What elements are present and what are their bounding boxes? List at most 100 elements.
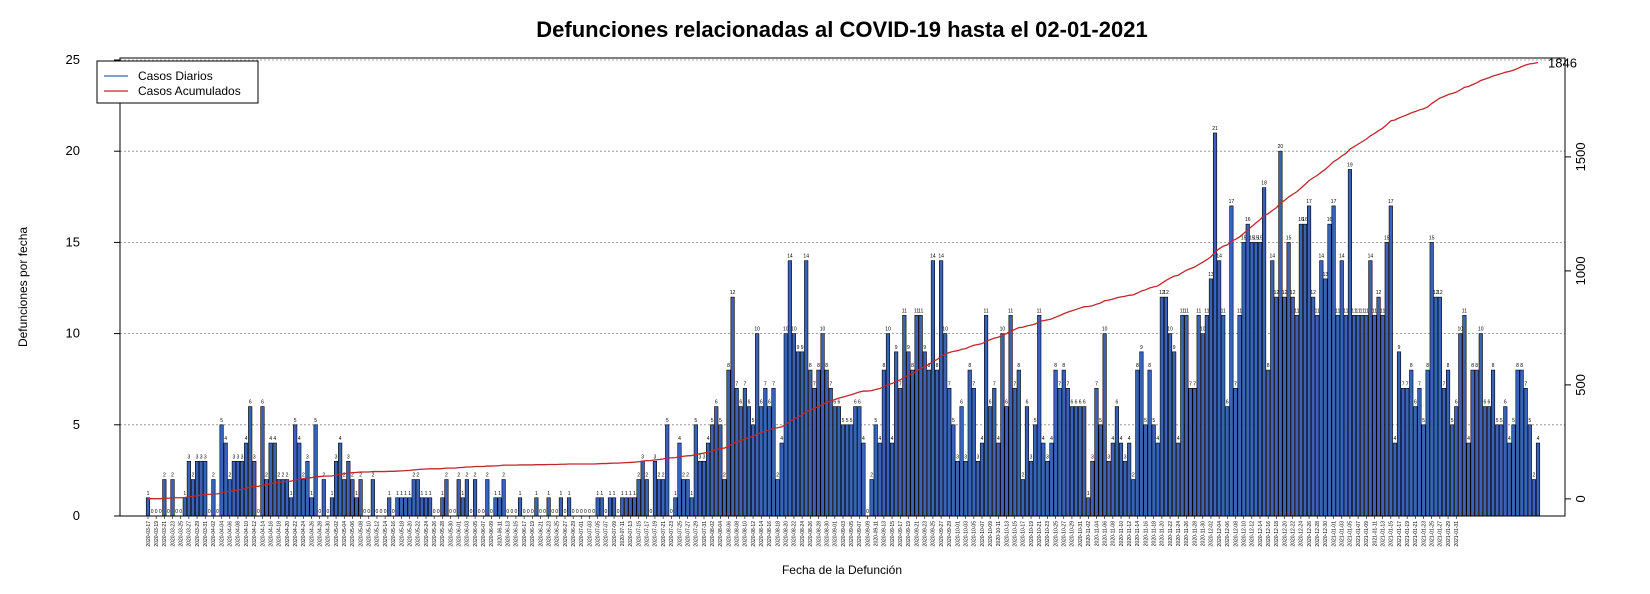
x-tick-label: 2020-06-03: [465, 521, 471, 547]
x-tick-label: 2020-04-16: [268, 521, 274, 547]
bar-value-label: 0: [604, 509, 607, 515]
x-tick-label: 2020-05-28: [440, 521, 446, 547]
bar: [1123, 460, 1128, 517]
bar-value-label: 5: [1034, 418, 1037, 424]
x-tick-label: 2020-11-02: [1086, 521, 1092, 546]
bar-value-label: 11: [1180, 308, 1185, 314]
bar: [1098, 424, 1103, 517]
x-tick-label: 2020-11-20: [1160, 521, 1166, 546]
bar: [832, 406, 837, 517]
bar-value-label: 1: [396, 491, 399, 497]
bar-value-label: 0: [453, 509, 456, 515]
bar-value-label: 0: [592, 509, 595, 515]
y-tick-label: 5: [73, 417, 80, 432]
bar-value-label: 1: [425, 491, 428, 497]
x-tick-label: 2020-03-17: [146, 521, 152, 547]
bar: [775, 479, 780, 517]
bar: [1020, 479, 1025, 517]
x-tick-label: 2020-05-16: [391, 521, 397, 547]
x-tick-label: 2020-12-28: [1315, 521, 1321, 547]
bar-value-label: 4: [997, 436, 1000, 442]
bar: [1315, 315, 1320, 517]
bar-value-label: 8: [1054, 363, 1057, 369]
bar-value-label: 1: [629, 491, 632, 497]
bar: [1229, 205, 1234, 517]
x-tick-label: 2020-05-30: [448, 521, 454, 547]
y-axis-right: 0 500 1000 1500: [1565, 142, 1588, 503]
bar-value-label: 3: [654, 454, 657, 460]
x-tick-label: 2020-08-22: [792, 521, 798, 547]
bar-value-label: 6: [1005, 400, 1008, 406]
bar: [632, 497, 637, 517]
x-tick-label: 2020-07-17: [645, 521, 651, 547]
bar: [1368, 260, 1373, 517]
bar: [464, 479, 469, 517]
x-tick-label: 2021-01-07: [1356, 521, 1362, 547]
bar-value-label: 8: [1475, 363, 1478, 369]
x-tick-label: 2020-06-29: [571, 521, 577, 547]
bar: [1486, 406, 1491, 517]
bar: [1151, 424, 1156, 517]
bar-value-label: 2: [870, 473, 873, 479]
bar: [497, 497, 502, 517]
bar: [1241, 242, 1246, 517]
bar: [689, 497, 694, 517]
bar-value-label: 2: [277, 473, 280, 479]
x-tick-label: 2021-01-15: [1389, 521, 1395, 547]
bar-value-label: 11: [1237, 308, 1242, 314]
bar: [1270, 260, 1275, 517]
bar-value-label: 5: [1496, 418, 1499, 424]
bar: [1253, 242, 1258, 517]
bar-value-label: 4: [1394, 436, 1397, 442]
x-tick-label: 2020-06-17: [522, 521, 528, 547]
x-tick-label: 2020-12-18: [1274, 521, 1280, 547]
x-tick-label: 2020-09-25: [931, 521, 937, 547]
bar: [460, 497, 465, 517]
bar-value-label: 2: [171, 473, 174, 479]
bar-value-label: 8: [817, 363, 820, 369]
x-tick-label: 2020-10-11: [996, 521, 1002, 546]
bar-value-label: 4: [1042, 436, 1045, 442]
x-tick-label: 2020-06-07: [481, 521, 487, 547]
x-tick-label: 2020-03-29: [195, 521, 201, 547]
bar-value-label: 5: [846, 418, 849, 424]
x-tick-label: 2020-04-08: [236, 521, 242, 547]
bar: [947, 388, 952, 517]
bar: [1319, 260, 1324, 517]
x-tick-label: 2020-09-23: [923, 521, 929, 547]
bar-value-label: 0: [564, 509, 567, 515]
bar: [1392, 442, 1397, 517]
x-tick-label: 2020-04-04: [219, 521, 225, 547]
x-tick-label: 2020-10-15: [1013, 521, 1019, 547]
bar: [227, 479, 232, 517]
bar-value-label: 11: [1008, 308, 1013, 314]
bar-value-label: 14: [787, 254, 793, 260]
bar: [419, 497, 424, 517]
bar: [1490, 369, 1496, 517]
bar-value-label: 5: [1099, 418, 1102, 424]
bars-layer: [145, 132, 1541, 517]
bar: [595, 497, 600, 517]
bar-value-label: 2: [265, 473, 268, 479]
bar: [644, 479, 649, 517]
bar: [971, 388, 976, 517]
bar-value-label: 3: [237, 454, 240, 460]
bar: [816, 369, 821, 517]
x-tick-label: 2020-06-25: [555, 521, 561, 547]
x-tick-label: 2020-08-24: [800, 521, 806, 547]
bar: [1372, 315, 1377, 517]
bar-value-label: 6: [1116, 400, 1119, 406]
bar-value-label: 6: [1071, 400, 1074, 406]
bar-value-label: 15: [1429, 235, 1435, 241]
bar: [624, 497, 629, 517]
x-tick-label: 2020-09-21: [914, 521, 920, 547]
bar: [403, 497, 408, 517]
bar-value-label: 2: [723, 473, 726, 479]
bar-value-label: 11: [918, 308, 923, 314]
bar: [697, 460, 702, 517]
bar: [244, 442, 249, 517]
bar: [1286, 242, 1291, 517]
bar-value-label: 5: [711, 418, 714, 424]
bar-value-label: 6: [1504, 400, 1507, 406]
bar-value-label: 4: [245, 436, 248, 442]
